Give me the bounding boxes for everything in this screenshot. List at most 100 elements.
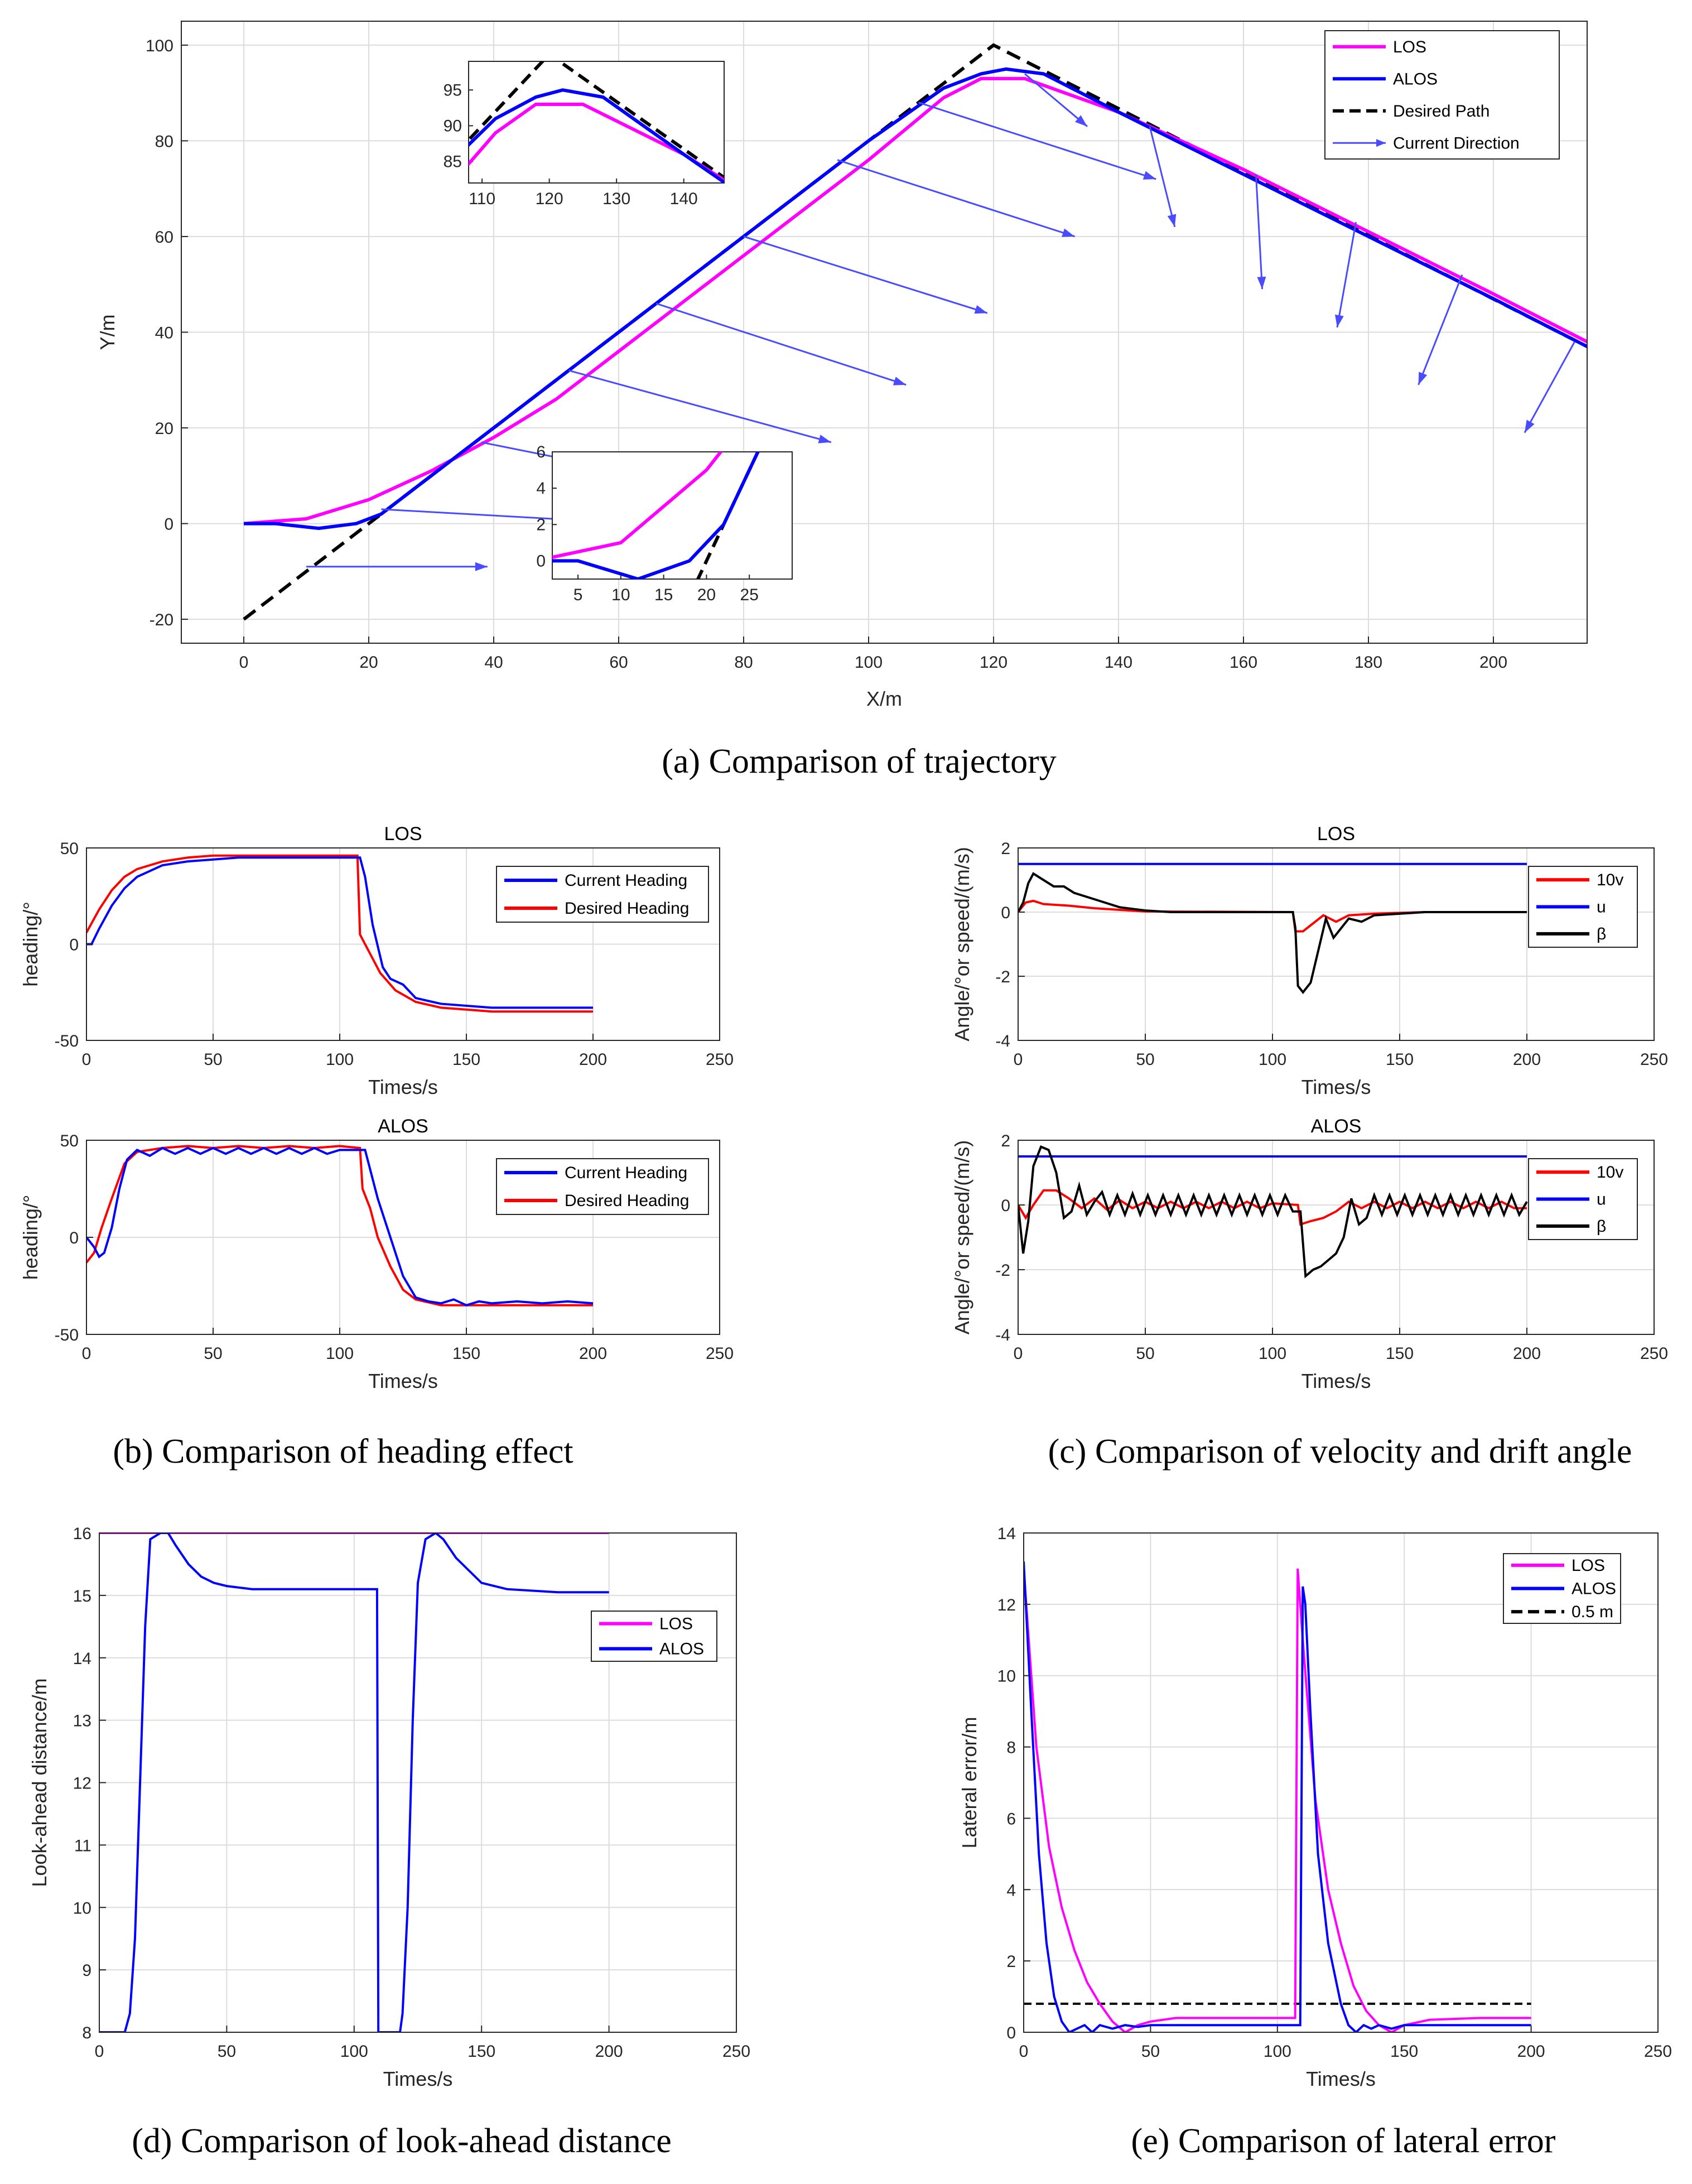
x-tick-label: 200 [1517, 2042, 1545, 2061]
x-axis-label: X/m [866, 687, 902, 710]
direction-arrow [1255, 174, 1264, 290]
direction-arrow [568, 369, 832, 443]
direction-arrow [743, 235, 988, 314]
legend-label: β [1597, 925, 1606, 943]
x-axis-label: Times/s [1301, 1370, 1371, 1392]
series-β [1018, 872, 1527, 994]
y-tick-label: 12 [73, 1775, 91, 1793]
y-axis-label: Look-ahead distance/m [28, 1678, 51, 1887]
legend-label: ALOS [1572, 1580, 1616, 1598]
y-tick-label: 2 [1001, 1132, 1010, 1150]
direction-arrowhead [1334, 314, 1344, 327]
y-tick-label: 80 [155, 132, 173, 151]
series-los [1024, 1568, 1531, 2032]
series-los [243, 76, 1587, 525]
inset-xtick-label-top: 110 [469, 190, 495, 208]
x-tick-label: 0 [1014, 1344, 1023, 1363]
plot-frame [1023, 1532, 1659, 2033]
y-tick-label: 12 [997, 1596, 1016, 1614]
series-alos [1024, 1561, 1531, 2032]
x-axis-label: Times/s [1306, 2067, 1376, 2090]
y-axis-label: Angle/°or speed/(m/s) [951, 1140, 973, 1335]
series-alos [244, 67, 1587, 531]
y-tick-label: -2 [995, 1261, 1010, 1280]
legend-box [496, 1158, 709, 1215]
legend-label: Desired Heading [565, 1192, 689, 1210]
x-axis-label: Times/s [383, 2067, 453, 2090]
y-tick-label: 11 [74, 1836, 91, 1855]
y-axis-label: heading/° [19, 901, 42, 987]
inset-ytick-label-top: 85 [444, 153, 462, 171]
x-tick-label: 180 [1354, 653, 1382, 672]
x-tick-label: 250 [706, 1050, 734, 1069]
x-tick-label: 50 [204, 1050, 222, 1069]
inset-xtick-label-top: 140 [670, 190, 698, 208]
y-tick-label: 16 [73, 1525, 91, 1543]
y-tick-label: 0 [164, 515, 173, 534]
legend-box [1324, 30, 1560, 160]
y-tick-label: 60 [155, 228, 173, 247]
x-tick-label: 250 [1640, 1050, 1668, 1069]
direction-arrowhead [1257, 276, 1266, 290]
x-tick-label: 200 [579, 1050, 607, 1069]
x-tick-label: 0 [239, 653, 249, 672]
chart-a: 0 20 40 60 80 100 120 140 160 180 200-200204060801… [96, 21, 1588, 710]
y-tick-label: 14 [73, 1650, 91, 1668]
inset-ytick-label-top: 95 [444, 81, 462, 99]
legend-label: LOS [1393, 38, 1426, 56]
inset-xtick-label-bottom: 15 [654, 586, 673, 604]
series-desired-heading [86, 854, 593, 1013]
x-tick-label: 150 [452, 1344, 480, 1363]
direction-arrowhead [893, 377, 907, 385]
x-tick-label: 0 [82, 1050, 91, 1069]
y-axis-label: Y/m [96, 314, 119, 350]
series-group [86, 1145, 594, 1306]
legend-label: 0.5 m [1572, 1603, 1613, 1621]
x-tick-label: 0 [1014, 1050, 1023, 1069]
inset-frame-top [468, 61, 725, 184]
series-group [1024, 1561, 1531, 2032]
series-desired-heading [86, 1145, 593, 1306]
legend-label: 10v [1597, 871, 1623, 889]
x-tick-label: 0 [82, 1344, 91, 1363]
x-tick-label: 80 [734, 653, 753, 672]
x-tick-label: 200 [1513, 1344, 1541, 1363]
legend-arrowhead [1376, 139, 1386, 147]
direction-arrow [1524, 341, 1575, 433]
x-tick-label: 150 [1386, 1344, 1414, 1363]
y-tick-label: 14 [997, 1525, 1016, 1543]
y-tick-label: 50 [60, 840, 79, 858]
x-tick-label: 150 [1390, 2042, 1418, 2061]
inset-xtick-label-bottom: 20 [697, 586, 716, 604]
y-tick-label: 40 [155, 324, 173, 343]
direction-arrow [655, 302, 907, 386]
y-tick-label: 2 [1006, 1952, 1016, 1971]
legend-label: LOS [1572, 1556, 1605, 1575]
x-tick-label: 100 [1264, 2042, 1291, 2061]
series-current-heading [86, 856, 593, 1009]
y-tick-label: 10 [997, 1667, 1016, 1686]
inset-ytick-label-bottom: 0 [536, 552, 546, 570]
inset-xtick-label-top: 120 [536, 190, 563, 208]
chart-b1: 0 50 100 150 200 250-50050LOSTimes/sheading/°… [19, 823, 734, 1098]
x-tick-label: 40 [484, 653, 503, 672]
direction-arrowhead [1075, 115, 1087, 127]
series-group [1018, 1145, 1528, 1279]
x-axis-label: Times/s [1301, 1076, 1371, 1098]
y-tick-label: 0 [69, 1229, 79, 1247]
x-tick-label: 50 [218, 2042, 236, 2061]
y-tick-label: -20 [150, 611, 173, 629]
inset-xtick-label-bottom: 25 [740, 586, 759, 604]
legend-label: Desired Path [1393, 102, 1489, 120]
y-tick-label: 20 [155, 420, 173, 438]
inset-ytick-label-bottom: 4 [536, 479, 546, 498]
x-axis-label: Times/s [368, 1370, 438, 1392]
y-tick-label: -4 [995, 1032, 1010, 1050]
x-tick-label: 150 [467, 2042, 495, 2061]
direction-arrowhead [1418, 372, 1428, 385]
direction-arrow [1336, 221, 1357, 328]
plot-title: LOS [384, 823, 422, 845]
series-group [86, 854, 593, 1013]
y-tick-label: 50 [60, 1132, 79, 1150]
